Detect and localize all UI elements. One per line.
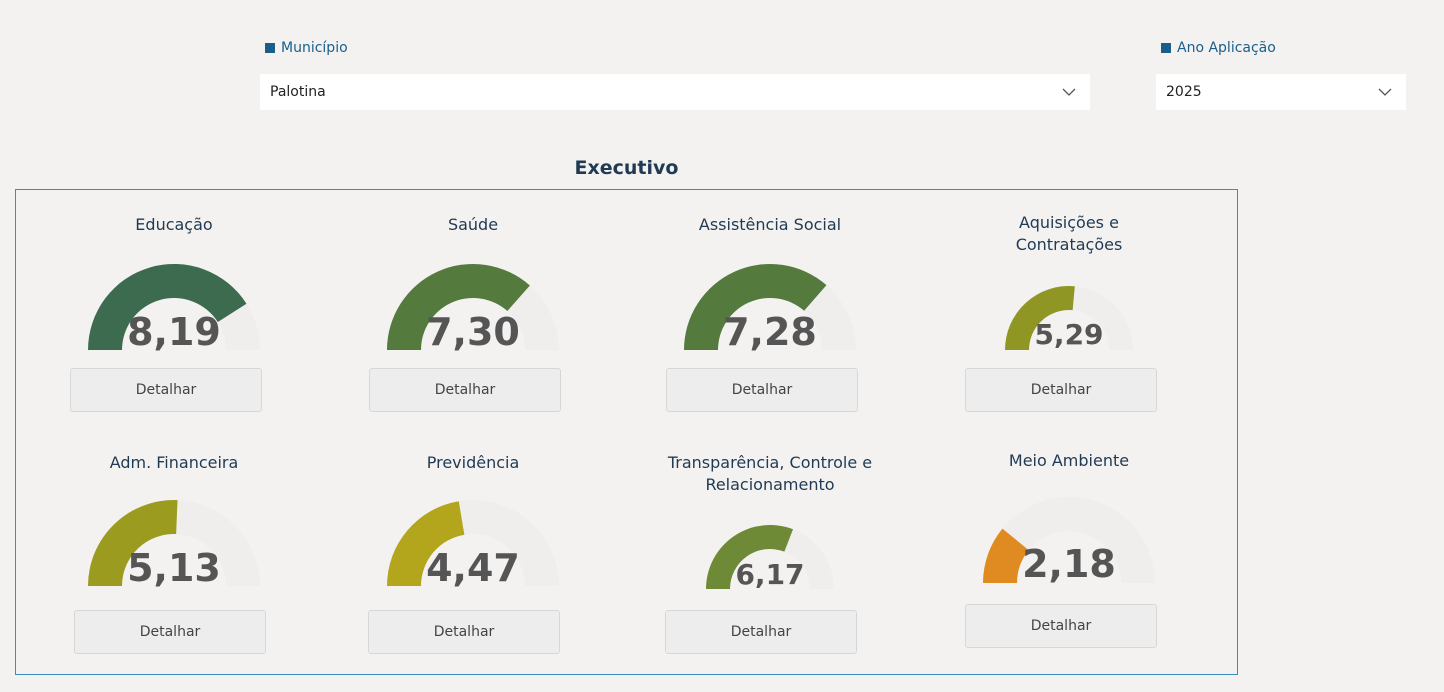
gauge-card-assistencia-social: Assistência Social 7,28 Detalhar <box>650 210 890 420</box>
gauge-title: Adm. Financeira <box>109 453 239 472</box>
detalhar-button[interactable]: Detalhar <box>368 610 560 654</box>
gauge-card-educacao: Educação 8,19 Detalhar <box>54 210 294 420</box>
gauge-chart <box>88 264 260 350</box>
ano-selected-value: 2025 <box>1166 84 1202 100</box>
municipio-selected-value: Palotina <box>270 84 326 100</box>
detalhar-button[interactable]: Detalhar <box>74 610 266 654</box>
detalhar-button[interactable]: Detalhar <box>70 368 262 412</box>
executivo-panel: Educação 8,19 Detalhar Saúde 7,30 Detalh… <box>15 189 1238 675</box>
chevron-down-icon <box>1378 88 1392 96</box>
detalhar-button[interactable]: Detalhar <box>965 604 1157 648</box>
gauge-value-arc <box>88 264 247 350</box>
section-title: Executivo <box>574 157 679 179</box>
municipio-filter-label: Município <box>265 40 348 56</box>
gauge-value: 5,29 <box>1034 318 1104 351</box>
municipio-dropdown[interactable]: Palotina <box>260 74 1090 110</box>
detalhar-button[interactable]: Detalhar <box>665 610 857 654</box>
gauge-chart <box>706 525 834 589</box>
ano-filter-label: Ano Aplicação <box>1161 40 1276 56</box>
gauge-value: 6,17 <box>735 558 805 591</box>
gauge-value: 5,13 <box>127 546 221 590</box>
gauge-card-transparencia: Transparência, Controle e Relacionamento… <box>650 450 890 660</box>
gauge-chart <box>88 500 260 586</box>
gauge-title: Transparência, Controle e Relacionamento <box>667 453 873 494</box>
filter-square-icon <box>1161 43 1171 53</box>
gauge-value-arc <box>88 500 178 586</box>
gauge-card-saude: Saúde 7,30 Detalhar <box>353 210 593 420</box>
gauge-chart <box>387 264 559 350</box>
gauge-title: Assistência Social <box>698 215 842 234</box>
gauge-value-arc <box>1005 286 1075 350</box>
gauge-track <box>983 497 1155 583</box>
municipio-label-text: Município <box>281 40 348 56</box>
gauge-value-arc <box>983 528 1029 583</box>
detalhar-button[interactable]: Detalhar <box>666 368 858 412</box>
ano-label-text: Ano Aplicação <box>1177 40 1276 56</box>
gauge-value-arc <box>387 501 465 586</box>
gauge-chart <box>1005 286 1133 350</box>
detalhar-button[interactable]: Detalhar <box>369 368 561 412</box>
gauge-value: 7,28 <box>723 310 817 354</box>
gauge-card-adm-financeira: Adm. Financeira 5,13 Detalhar <box>54 450 294 660</box>
gauge-title: Aquisições e Contratações <box>1015 213 1123 254</box>
gauge-title: Educação <box>135 215 213 234</box>
gauge-value: 8,19 <box>127 310 221 354</box>
gauge-chart <box>684 264 856 350</box>
gauge-value-arc <box>706 525 793 589</box>
gauge-value: 4,47 <box>426 546 520 590</box>
gauge-value: 7,30 <box>426 310 520 354</box>
chevron-down-icon <box>1062 88 1076 96</box>
gauge-value-arc <box>387 264 530 350</box>
gauge-card-previdencia: Previdência 4,47 Detalhar <box>353 450 593 660</box>
ano-dropdown[interactable]: 2025 <box>1156 74 1406 110</box>
gauge-card-aquisicoes: Aquisições e Contratações 5,29 Detalhar <box>949 210 1189 420</box>
detalhar-button[interactable]: Detalhar <box>965 368 1157 412</box>
gauge-chart <box>983 497 1155 583</box>
gauge-title: Saúde <box>447 215 499 234</box>
gauge-card-meio-ambiente: Meio Ambiente 2,18 Detalhar <box>949 450 1189 660</box>
gauge-value: 2,18 <box>1022 542 1116 586</box>
gauge-chart <box>387 500 559 586</box>
gauge-value-arc <box>684 264 827 350</box>
filter-square-icon <box>265 43 275 53</box>
gauge-title: Previdência <box>426 453 520 472</box>
gauge-title: Meio Ambiente <box>1008 451 1130 470</box>
